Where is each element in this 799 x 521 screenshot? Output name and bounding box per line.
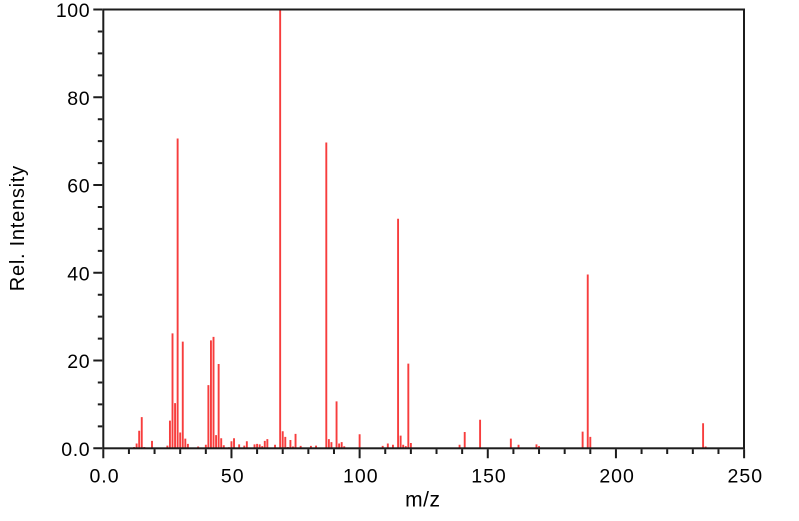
svg-text:20: 20 <box>67 351 90 373</box>
svg-text:80: 80 <box>67 88 90 110</box>
svg-text:0.0: 0.0 <box>61 439 90 461</box>
svg-text:100: 100 <box>343 466 379 488</box>
svg-text:200: 200 <box>599 466 635 488</box>
svg-text:250: 250 <box>728 466 764 488</box>
svg-text:0.0: 0.0 <box>89 466 119 488</box>
svg-text:Rel. Intensity: Rel. Intensity <box>7 165 29 291</box>
svg-text:40: 40 <box>67 264 90 286</box>
svg-text:50: 50 <box>221 466 245 488</box>
svg-text:100: 100 <box>56 0 90 22</box>
svg-text:m/z: m/z <box>405 488 440 511</box>
svg-text:60: 60 <box>67 176 90 198</box>
svg-text:150: 150 <box>471 466 507 488</box>
